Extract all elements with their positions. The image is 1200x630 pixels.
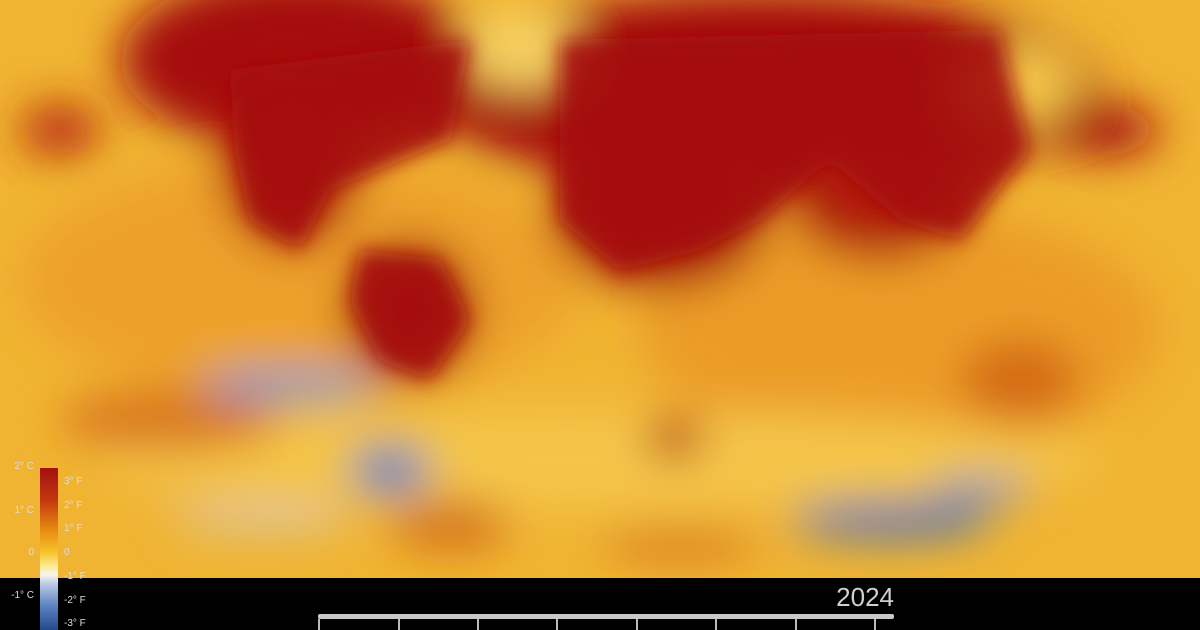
timeline-bar	[318, 614, 894, 630]
legend-label-f: 2° F	[64, 500, 83, 511]
year-label: 2024	[836, 582, 894, 612]
timeline-tick	[874, 619, 876, 630]
timeline-tick	[318, 619, 320, 630]
timeline-tick	[477, 619, 479, 630]
legend-label-f: 1° F	[64, 523, 83, 534]
legend-label-c: 2° C	[14, 461, 34, 472]
legend-label-c: -1° C	[11, 590, 34, 601]
legend-label-c: 0	[28, 547, 34, 558]
legend-label-c: 1° C	[14, 505, 34, 516]
color-scale-legend: 2° C 1° C 0 -1° C 3° F 2° F 1° F 0 -1° F…	[0, 455, 110, 630]
timeline-track	[318, 614, 894, 619]
legend-label-f: -1° F	[64, 571, 86, 582]
timeline-tick	[715, 619, 717, 630]
legend-label-f: 0	[64, 547, 70, 558]
legend-label-f: -2° F	[64, 595, 86, 606]
legend-label-f: -3° F	[64, 618, 86, 629]
legend-label-f: 3° F	[64, 476, 83, 487]
timeline-tick	[795, 619, 797, 630]
timeline-tick	[556, 619, 558, 630]
color-scale-bar	[40, 468, 58, 630]
timeline-tick	[398, 619, 400, 630]
timeline-tick	[636, 619, 638, 630]
